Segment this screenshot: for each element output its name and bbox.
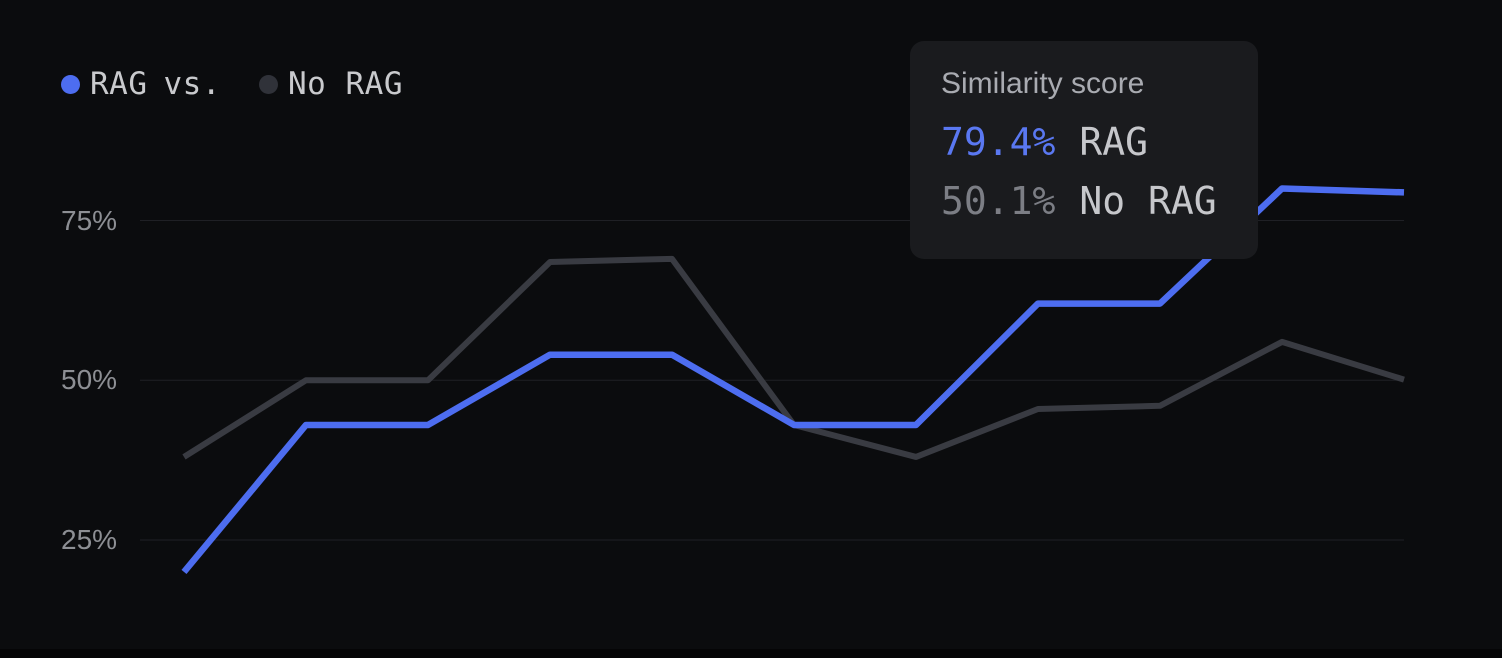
- tooltip-row-no-rag: 50.1% No RAG: [941, 178, 1228, 224]
- tooltip-row-rag: 79.4% RAG: [941, 119, 1228, 165]
- legend-label-rag: RAG: [90, 66, 148, 102]
- tooltip-label-no-rag: No RAG: [1079, 179, 1217, 223]
- y-axis-tick-25: 25%: [61, 524, 118, 555]
- legend-item-rag[interactable]: RAG: [61, 66, 148, 102]
- tooltip-value-no-rag: 50.1%: [941, 179, 1056, 223]
- legend-item-no-rag[interactable]: No RAG: [259, 66, 403, 102]
- bottom-bar: [0, 649, 1502, 658]
- y-axis-tick-50: 50%: [61, 364, 118, 396]
- tooltip: Similarity score 79.4% RAG 50.1% No RAG: [910, 41, 1258, 259]
- tooltip-label-rag: RAG: [1079, 120, 1149, 164]
- no-rag-series-dot-icon: [259, 74, 278, 94]
- legend-label-no-rag: No RAG: [288, 66, 403, 102]
- tooltip-title: Similarity score: [941, 67, 1145, 100]
- legend-separator: vs.: [163, 66, 221, 102]
- y-axis-tick-75: 75%: [61, 204, 118, 236]
- legend: RAG vs. No RAG: [61, 66, 403, 102]
- tooltip-value-rag: 79.4%: [941, 120, 1056, 164]
- series-line-rag[interactable]: [181, 185, 1405, 575]
- rag-series-dot-icon: [61, 74, 80, 94]
